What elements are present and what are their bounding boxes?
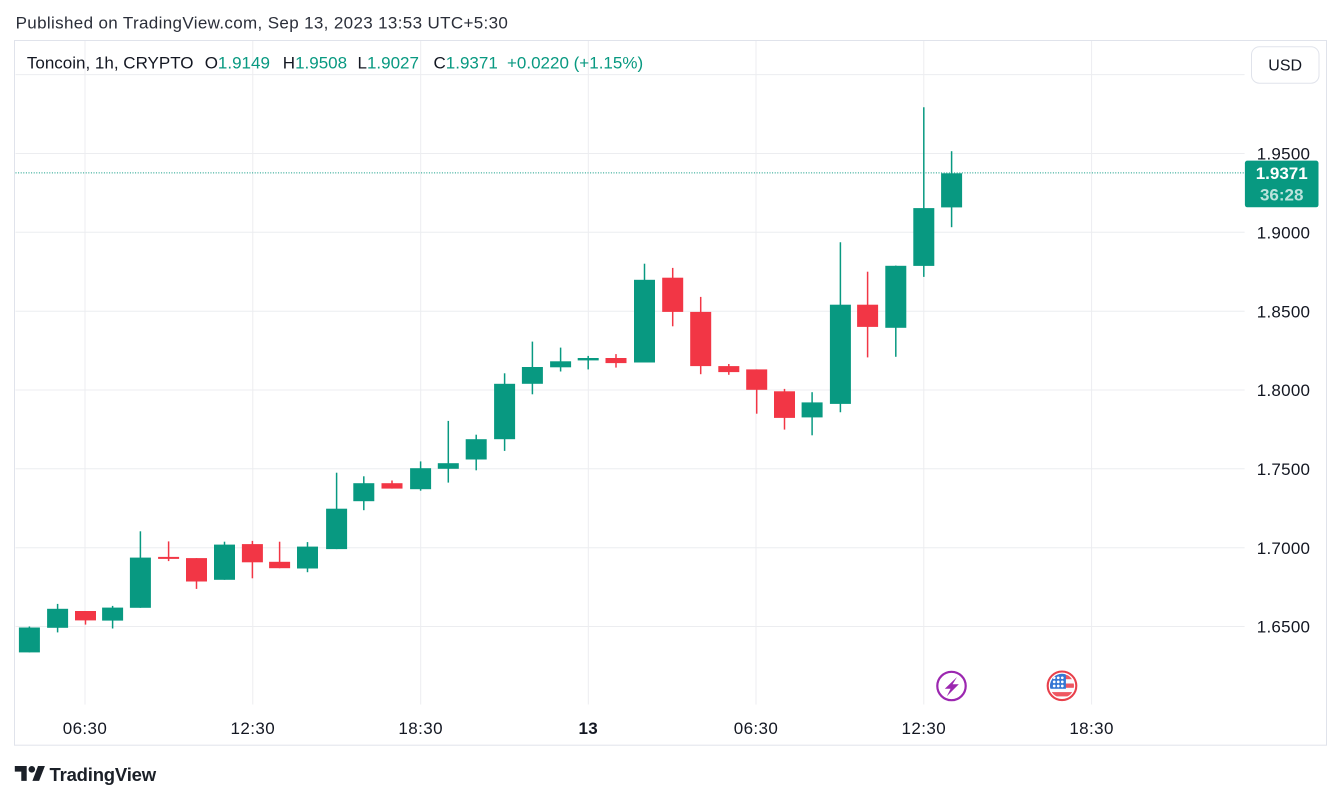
svg-text:1.9500: 1.9500 [1257,145,1311,164]
svg-text:13: 13 [578,719,598,738]
svg-text:+0.0220 (+1.15%): +0.0220 (+1.15%) [507,54,643,73]
svg-text:L1.9027: L1.9027 [358,54,419,73]
svg-text:1.8500: 1.8500 [1257,302,1311,321]
svg-text:1.8000: 1.8000 [1257,381,1311,400]
svg-text:36:28: 36:28 [1260,185,1303,204]
svg-text:06:30: 06:30 [734,719,779,738]
svg-text:1.9371: 1.9371 [1256,164,1308,183]
svg-text:USD: USD [1268,58,1302,75]
svg-text:1.7000: 1.7000 [1257,539,1311,558]
svg-text:12:30: 12:30 [902,719,947,738]
svg-text:1.7500: 1.7500 [1257,460,1311,479]
svg-text:1.6500: 1.6500 [1257,618,1311,637]
svg-text:TradingView: TradingView [50,764,157,785]
svg-text:O1.9149: O1.9149 [205,54,270,73]
svg-text:18:30: 18:30 [398,719,443,738]
svg-text:H1.9508: H1.9508 [283,54,347,73]
svg-text:06:30: 06:30 [63,719,108,738]
svg-text:C1.9371: C1.9371 [434,54,498,73]
svg-text:12:30: 12:30 [231,719,276,738]
svg-text:1.9000: 1.9000 [1257,223,1311,242]
svg-text:Toncoin, 1h, CRYPTO: Toncoin, 1h, CRYPTO [27,54,194,73]
svg-text:18:30: 18:30 [1069,719,1114,738]
svg-text:Published on TradingView.com,: Published on TradingView.com, Sep 13, 20… [16,13,509,32]
